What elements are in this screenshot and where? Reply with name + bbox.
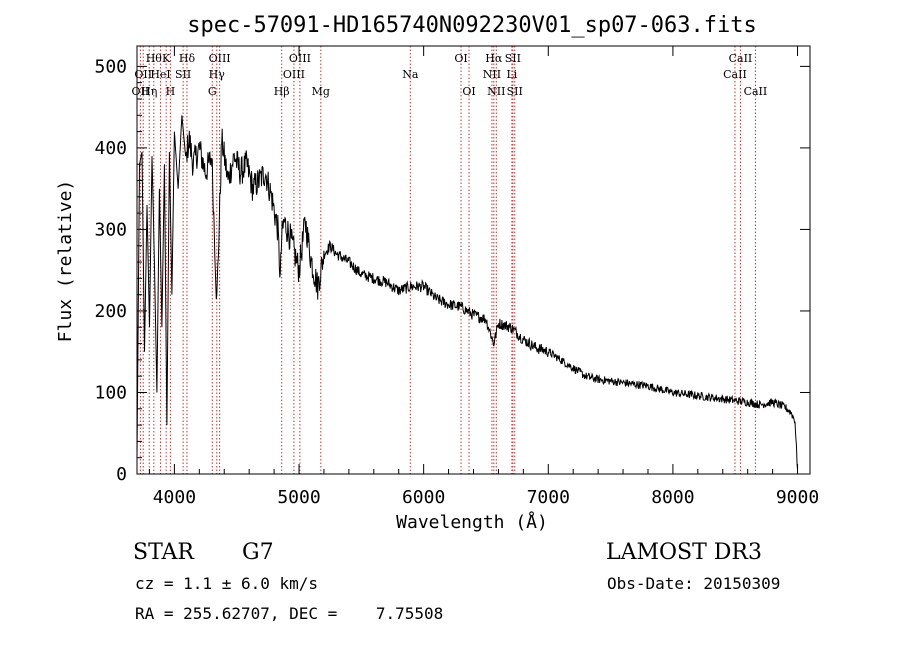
- y-tick-label: 500: [94, 56, 127, 77]
- chart-title: spec-57091-HD165740N092230V01_sp07-063.f…: [187, 13, 757, 38]
- line-marker-label: OIII: [209, 52, 231, 65]
- line-marker-label: OIII: [283, 68, 305, 81]
- coordinates: RA = 255.62707, DEC = 7.75508: [135, 604, 444, 623]
- x-axis-ticks: 4000 5000 6000 7000 8000 9000: [148, 46, 819, 508]
- y-tick-label: 300: [94, 219, 127, 240]
- plot-frame: [136, 45, 811, 475]
- line-marker-label: H: [166, 85, 176, 98]
- x-tick-label: 4000: [153, 487, 196, 508]
- y-tick-label: 0: [116, 464, 127, 485]
- line-marker-label: Hη: [141, 85, 157, 98]
- line-marker-label: Hα: [485, 52, 503, 65]
- y-tick-label: 200: [94, 301, 127, 322]
- x-tick-label: 9000: [776, 487, 819, 508]
- line-markers: [139, 46, 756, 474]
- line-marker-label: NII: [487, 85, 505, 98]
- line-marker-label: OII: [132, 85, 150, 98]
- line-marker-label: SII: [175, 68, 191, 81]
- line-marker-label: SII: [507, 85, 523, 98]
- redshift-velocity: cz = 1.1 ± 6.0 km/s: [135, 574, 319, 593]
- y-tick-label: 400: [94, 138, 127, 159]
- x-tick-label: 7000: [527, 487, 570, 508]
- y-tick-label: 100: [94, 382, 127, 403]
- y-axis-label: Flux (relative): [55, 180, 76, 343]
- line-marker-label: CaII: [723, 68, 747, 81]
- line-marker-label: OII: [134, 68, 152, 81]
- line-marker-label: HeI: [150, 68, 170, 81]
- line-marker-label: G: [208, 85, 217, 98]
- line-marker-label: OI: [454, 52, 467, 65]
- line-marker-labels: OIIOIIHηHθHeIKHSIIHδGHγOIIIHβOIIIOIIIMgN…: [132, 52, 768, 98]
- line-marker-label: CaII: [729, 52, 753, 65]
- spectrum-line: [136, 115, 798, 470]
- line-marker-label: Hβ: [274, 85, 290, 98]
- survey-name: LAMOST DR3: [606, 540, 762, 565]
- line-marker-label: Li: [506, 68, 517, 81]
- line-marker-label: NII: [483, 68, 501, 81]
- x-tick-label: 6000: [402, 487, 445, 508]
- line-marker-label: Hδ: [179, 52, 196, 65]
- line-marker-label: Mg: [312, 85, 330, 98]
- y-axis-ticks: 0 100 200 300 400 500: [94, 56, 810, 485]
- line-marker-label: OI: [462, 85, 475, 98]
- x-axis-label: Wavelength (Å): [396, 511, 548, 533]
- x-tick-label: 5000: [277, 487, 320, 508]
- observation-date: Obs-Date: 20150309: [607, 574, 781, 593]
- line-marker-label: SII: [505, 52, 521, 65]
- spectral-subclass: G7: [242, 540, 274, 565]
- line-marker-label: CaII: [744, 85, 768, 98]
- line-marker-label: Hθ: [146, 52, 163, 65]
- object-type: STAR: [133, 540, 194, 565]
- line-marker-label: Na: [402, 68, 419, 81]
- line-marker-label: K: [162, 52, 171, 65]
- x-tick-label: 8000: [651, 487, 694, 508]
- line-marker-label: OIII: [289, 52, 311, 65]
- line-marker-label: Hγ: [209, 68, 226, 81]
